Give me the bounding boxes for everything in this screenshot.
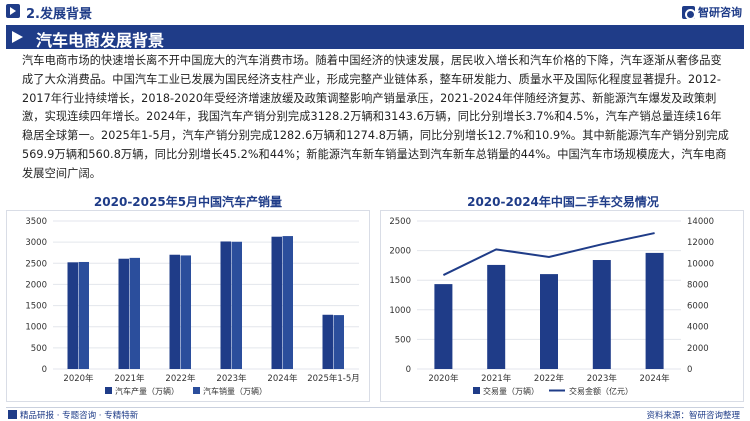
legend-label: 汽车产量（万辆）	[115, 386, 179, 396]
y-tick-label: 500	[395, 335, 411, 345]
y-tick-label: 3000	[25, 238, 47, 248]
brand-name: 智研咨询	[698, 6, 742, 19]
x-tick-label: 2020年	[63, 373, 94, 384]
y-tick-label: 1000	[389, 306, 411, 316]
y-tick-label: 0	[406, 365, 411, 375]
production-sales-chart-svg: 0 500 1000 1500 2000 2500 3000 3500 2020年 2021年 20…	[25, 217, 360, 396]
production-bar	[322, 314, 333, 369]
y2-tick-label: 2000	[687, 344, 709, 354]
amount-line	[442, 232, 655, 276]
x-tick-label: 2022年	[165, 373, 196, 384]
y-tick-label: 1500	[389, 276, 411, 286]
play-icon	[6, 4, 20, 18]
footer-square-icon	[8, 410, 17, 419]
x-tick-label: 2021年	[481, 373, 512, 384]
sales-bar	[78, 261, 89, 369]
footer-divider	[6, 407, 744, 408]
brand-logo-icon	[682, 5, 696, 20]
volume-bar	[487, 264, 506, 369]
y2-tick-label: 14000	[687, 217, 714, 227]
volume-bar	[434, 284, 453, 369]
sales-bar	[129, 257, 140, 369]
section-title: 2.发展背景	[26, 7, 92, 22]
x-tick-label: 2022年	[534, 373, 565, 384]
y2-tick-label: 4000	[687, 323, 709, 333]
y-tick-label: 500	[31, 344, 47, 354]
legend-swatch	[473, 387, 480, 394]
production-bar	[118, 258, 129, 369]
volume-bar	[592, 260, 611, 369]
y2-tick-label: 12000	[687, 238, 714, 248]
used-car-chart: 0 500 1000 1500 2000 2500 0 2000 4000 6000 8000 100…	[380, 210, 744, 402]
left-chart-title: 2020-2025年5月中国汽车产销量	[93, 195, 283, 209]
x-tick-label: 2023年	[587, 373, 618, 384]
production-sales-chart: 0 500 1000 1500 2000 2500 3000 3500 2020年 2021年 20…	[6, 210, 370, 402]
legend-swatch	[105, 387, 112, 394]
y-tick-label: 3500	[25, 217, 47, 227]
legend-label: 交易金额（亿元）	[569, 386, 633, 396]
sales-bar	[282, 236, 293, 369]
y2-tick-label: 6000	[687, 302, 709, 312]
y2-tick-label: 10000	[687, 259, 714, 269]
production-bar	[67, 262, 78, 369]
legend-label: 汽车销量（万辆）	[203, 386, 267, 396]
y-tick-label: 0	[42, 365, 47, 375]
y-tick-label: 2000	[25, 280, 47, 290]
footer-source: 资料来源：智研咨询整理	[646, 411, 740, 421]
x-tick-label: 2024年	[640, 373, 671, 384]
y2-tick-label: 0	[687, 365, 692, 375]
production-bar	[169, 254, 180, 369]
volume-bar	[540, 274, 558, 369]
x-tick-label: 2021年	[114, 373, 145, 384]
x-tick-label: 2025年1-5月	[307, 373, 360, 384]
footer-tagline: 精品研报 · 专题咨询 · 专精特新	[20, 411, 139, 421]
page-title: 汽车电商发展背景	[36, 31, 165, 50]
used-car-chart-svg: 0 500 1000 1500 2000 2500 0 2000 4000 6000 8000 100…	[389, 217, 714, 396]
y-tick-label: 1000	[25, 323, 47, 333]
volume-bar	[645, 252, 664, 369]
legend-swatch	[193, 387, 200, 394]
y-tick-label: 2500	[389, 217, 411, 227]
right-chart-title: 2020-2024年中国二手车交易情况	[467, 195, 659, 209]
sales-bar	[180, 255, 191, 369]
x-tick-label: 2024年	[267, 373, 298, 384]
sales-bar	[333, 315, 344, 369]
legend-label: 交易量（万辆）	[483, 386, 539, 396]
x-tick-label: 2020年	[428, 373, 459, 384]
x-tick-label: 2023年	[216, 373, 247, 384]
sales-bar	[231, 241, 242, 369]
footer: 精品研报 · 专题咨询 · 专精特新 资料来源：智研咨询整理	[0, 404, 750, 421]
production-bar	[271, 236, 282, 369]
production-bar	[220, 241, 231, 369]
y-tick-label: 2500	[25, 259, 47, 269]
brand: 智研咨询	[682, 4, 742, 20]
title-banner: 汽车电商发展背景	[6, 25, 744, 50]
top-bar: 2.发展背景 智研咨询	[0, 0, 750, 24]
y-tick-label: 1500	[25, 302, 47, 312]
y2-tick-label: 8000	[687, 280, 709, 290]
body-paragraph: 汽车电商市场的快速增长离不开中国庞大的汽车消费市场。随着中国经济的快速发展，居民…	[22, 54, 729, 180]
y-tick-label: 2000	[389, 247, 411, 257]
